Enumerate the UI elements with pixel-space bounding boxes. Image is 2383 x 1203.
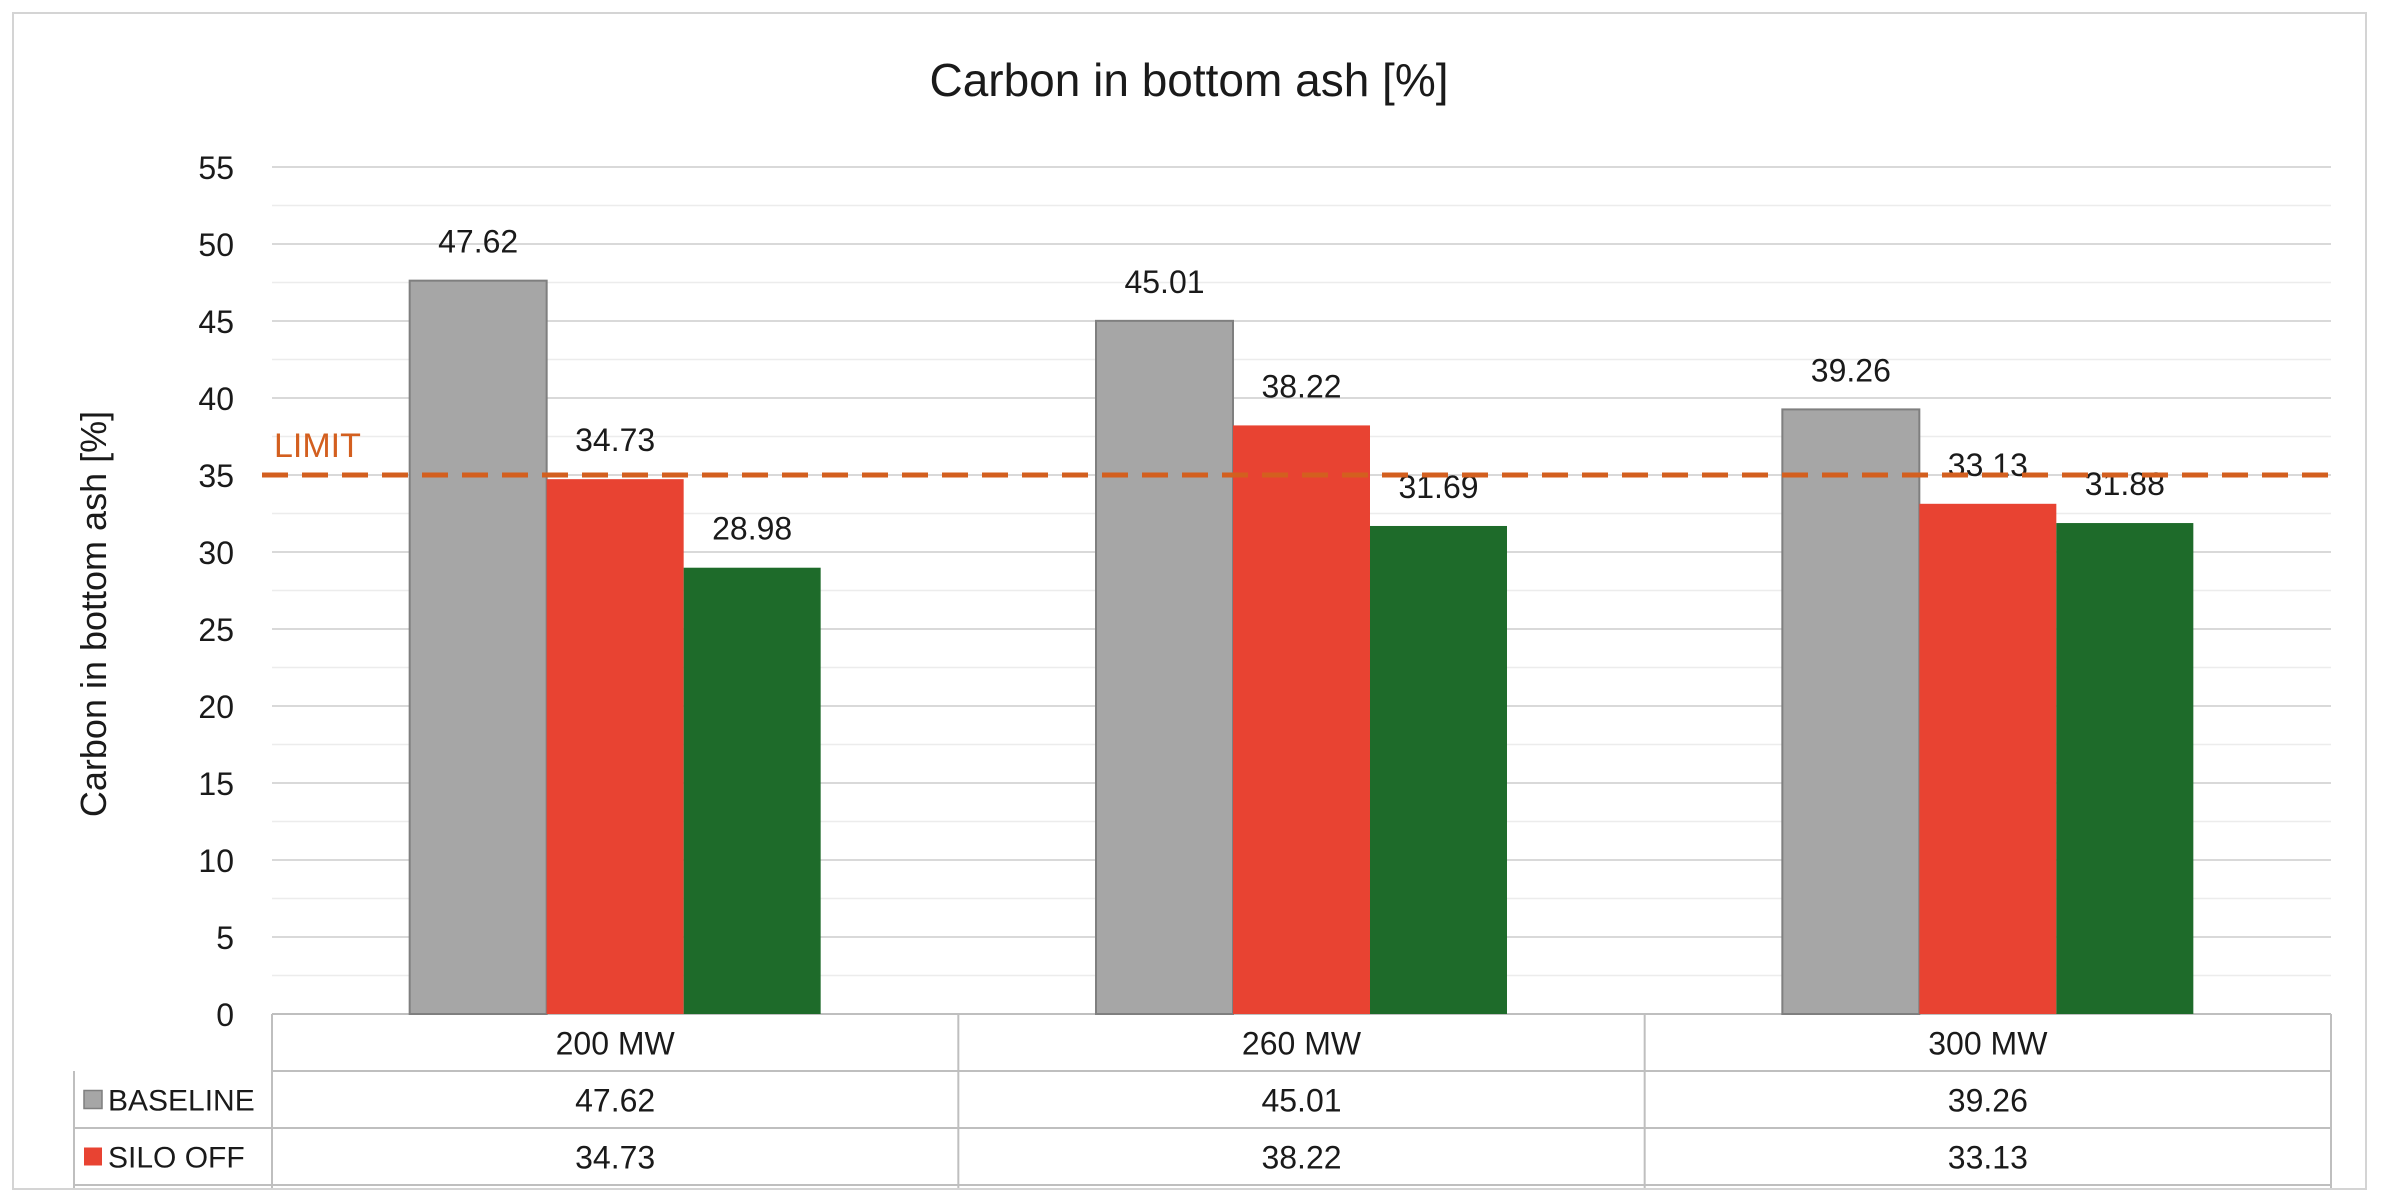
chart-svg: Carbon in bottom ash [%] Carbon in botto… [73,54,2332,1203]
limit-reference: LIMIT [262,427,2331,478]
bar-baseline-2 [1095,319,1234,1015]
table-cell-value: 39.26 [1948,1083,2028,1119]
y-tick-label: 0 [216,997,234,1033]
y-tick-label: 35 [198,458,234,494]
y-tick-label: 45 [198,304,234,340]
legend-label: SILO OFF [108,1142,245,1175]
table-cell-value: 34.73 [575,1140,655,1176]
bar-silo-on-1 [683,567,821,1014]
data-label: 34.73 [575,422,655,458]
x-category-label: 300 MW [1928,1026,2048,1062]
y-axis-label: Carbon in bottom ash [%] [73,411,114,817]
limit-label: LIMIT [274,427,361,465]
y-tick-label: 5 [216,920,234,956]
legend-swatch [84,1147,102,1166]
data-label: 39.26 [1811,352,1891,388]
table-cell-value: 33.13 [1948,1140,2028,1176]
bar-silo-off-3 [1919,503,2057,1014]
table-cell-value: 45.01 [1261,1083,1341,1119]
y-tick-label: 15 [198,766,234,802]
y-tick-label: 25 [198,612,234,648]
data-label: 38.22 [1261,368,1341,404]
table-cell-value: 47.62 [575,1083,655,1119]
y-tick-label: 40 [198,381,234,417]
bar-baseline-3 [1781,408,1921,1015]
table-cell-value: 38.22 [1261,1140,1341,1176]
chart-title: Carbon in bottom ash [%] [929,54,1448,106]
y-tick-label: 50 [198,227,234,263]
y-tick-label: 20 [198,689,234,725]
bar-silo-off-1 [546,479,684,1015]
bar-baseline-1 [408,279,548,1016]
legend-swatch [83,1089,103,1110]
x-category-label: 260 MW [1242,1026,1362,1062]
data-label: 28.98 [712,511,792,547]
bar-silo-on-2 [1370,525,1507,1014]
bars [408,279,2194,1016]
y-tick-label: 30 [198,535,234,571]
bar-silo-on-3 [2056,523,2194,1014]
data-table: 200 MW 260 MW 300 MW BASELINE 47.62 45.01 39.2… [73,1014,2332,1203]
data-label: 45.01 [1124,264,1204,300]
y-tick-label: 55 [198,150,234,186]
chart-frame: Carbon in bottom ash [%] Carbon in botto… [12,12,2367,1203]
y-tick-label: 10 [198,843,234,879]
data-label: 31.88 [2085,466,2165,502]
x-category-label: 200 MW [556,1026,676,1062]
data-label: 47.62 [438,224,518,260]
legend-label: BASELINE [108,1085,255,1118]
y-tick-labels: 0 5 10 15 20 25 30 35 40 45 50 55 [198,150,234,1033]
bar-silo-off-2 [1233,425,1370,1014]
